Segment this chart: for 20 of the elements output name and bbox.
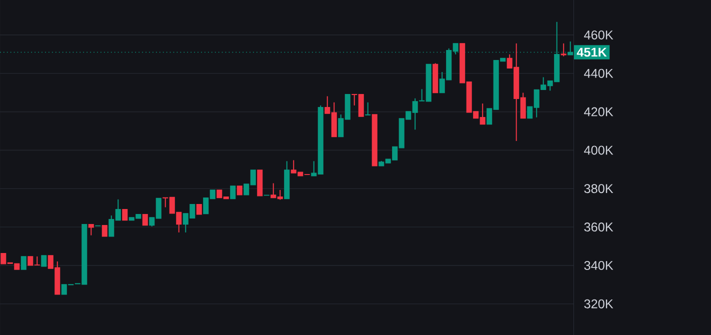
y-tick-label: 440K xyxy=(584,68,614,78)
candlestick xyxy=(365,102,371,116)
y-tick-label: 360K xyxy=(584,222,614,232)
y-tick-label: 380K xyxy=(584,184,614,194)
candlestick xyxy=(142,214,148,226)
y-tick-label: 320K xyxy=(584,299,614,308)
candlestick xyxy=(41,255,47,267)
candlestick xyxy=(88,224,94,236)
ref-line-label: 451K xyxy=(576,48,607,57)
y-tick-label: 400K xyxy=(584,146,614,155)
candlestick xyxy=(236,185,242,196)
candlestick xyxy=(102,224,108,237)
candlestick xyxy=(196,204,202,215)
y-tick-label: 460K xyxy=(584,30,614,40)
y-tick-label: 340K xyxy=(584,260,614,270)
candlestick xyxy=(20,256,26,270)
y-tick-label: 420K xyxy=(584,107,614,116)
candlestick xyxy=(560,42,566,57)
candlestick xyxy=(230,186,236,200)
candlestick xyxy=(122,209,128,221)
